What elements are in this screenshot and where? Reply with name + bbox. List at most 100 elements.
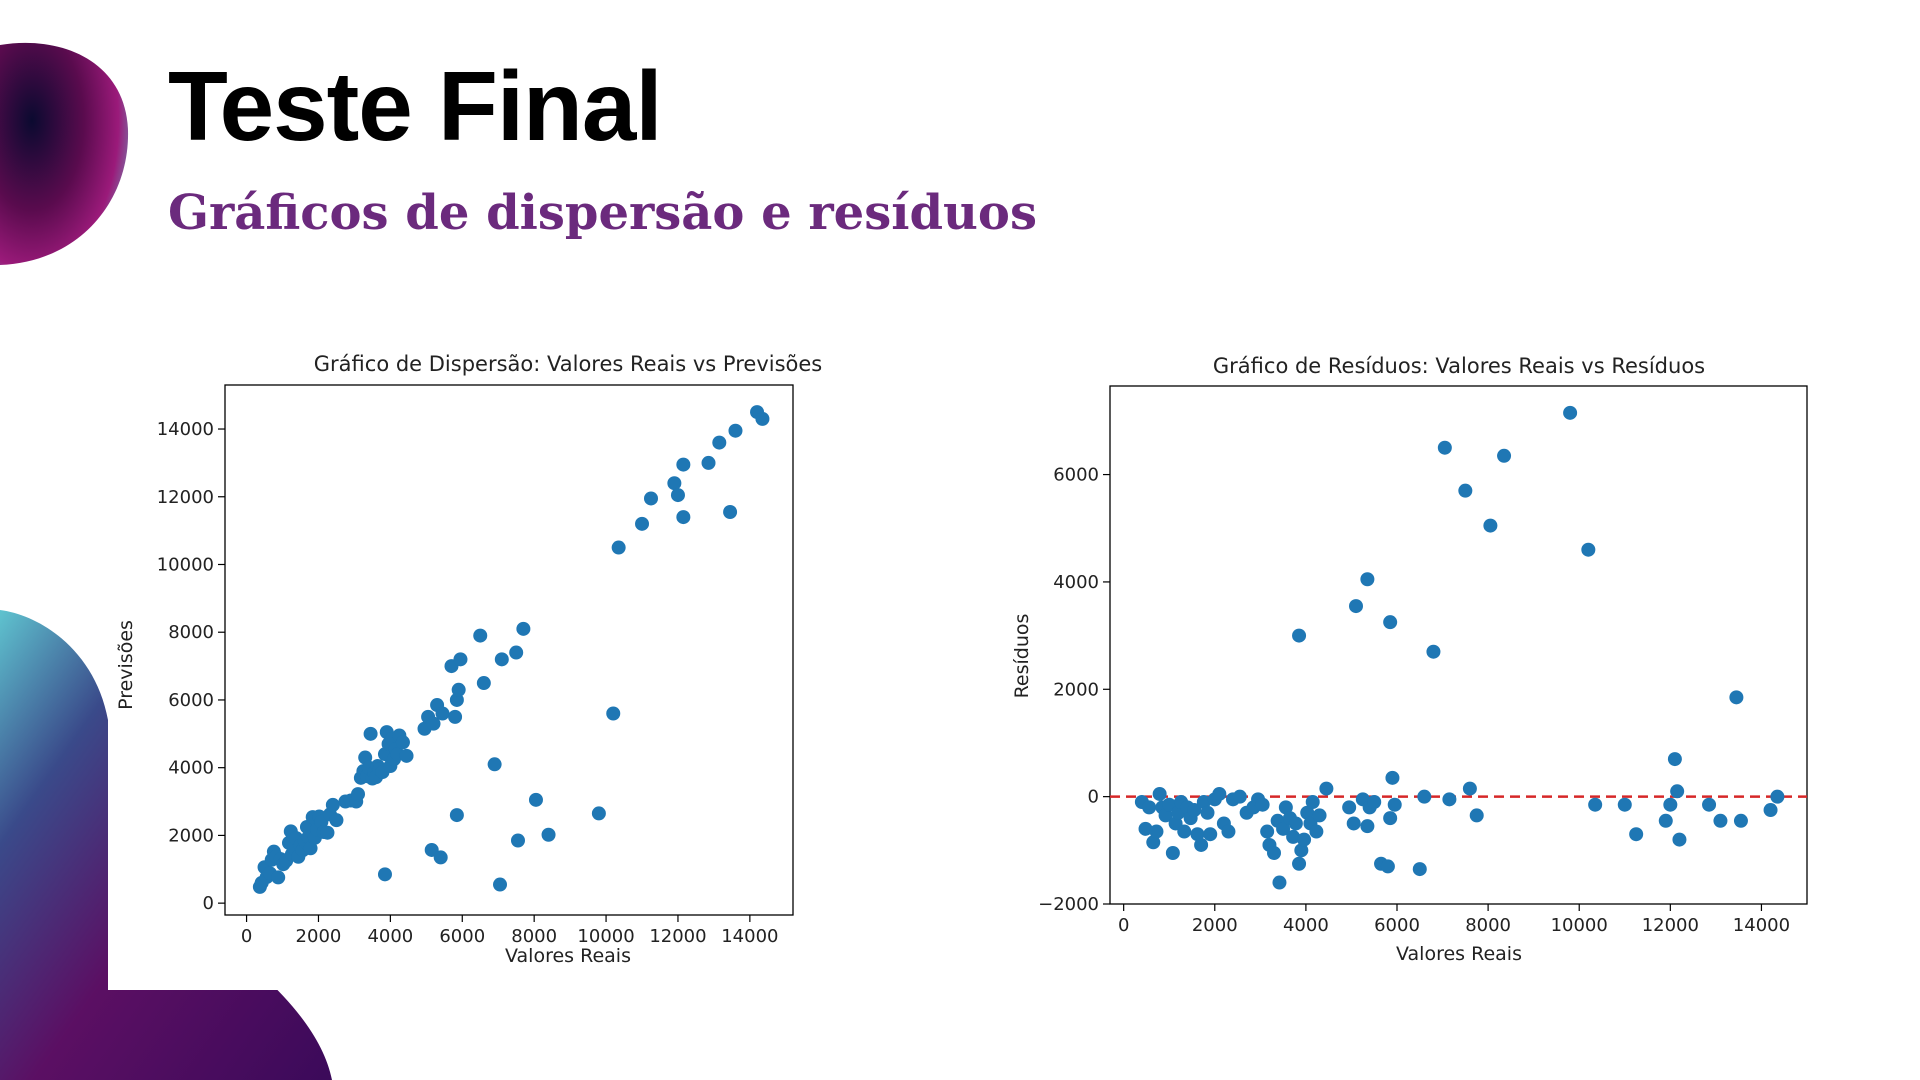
data-point	[1360, 819, 1375, 834]
data-point	[1267, 846, 1281, 861]
data-point	[1286, 829, 1301, 844]
chart-title: Gráfico de Resíduos: Valores Reais vs Re…	[1213, 354, 1705, 378]
x-tick-label: 14000	[721, 926, 778, 947]
data-point	[1417, 789, 1432, 804]
data-point	[1469, 808, 1484, 823]
scatter-chart-predictions: Gráfico de Dispersão: Valores Reais vs P…	[108, 340, 948, 990]
data-point	[1152, 786, 1167, 801]
data-point	[728, 423, 743, 438]
decorative-blob-top	[0, 42, 129, 266]
data-point	[1385, 770, 1400, 785]
data-point	[1729, 690, 1744, 705]
data-point	[516, 621, 531, 636]
data-point	[1158, 808, 1173, 823]
y-tick-label: 4000	[168, 758, 214, 779]
data-point	[1292, 856, 1307, 871]
x-tick-label: 4000	[1283, 915, 1329, 936]
data-point	[1563, 405, 1578, 420]
data-point	[1312, 808, 1327, 823]
y-axis-label: Previsões	[115, 620, 137, 710]
data-point	[271, 870, 286, 885]
y-tick-label: 6000	[168, 690, 214, 711]
data-point	[1190, 827, 1205, 842]
data-point	[670, 488, 685, 503]
data-point	[1278, 800, 1293, 815]
data-point	[1255, 797, 1270, 812]
data-point	[395, 735, 410, 750]
data-point	[1288, 816, 1303, 831]
data-point	[1349, 599, 1363, 614]
data-point	[493, 877, 508, 892]
data-point	[1733, 813, 1748, 828]
data-point	[320, 825, 335, 840]
data-point	[1581, 542, 1596, 557]
plot-frame	[224, 384, 794, 916]
data-point	[1426, 644, 1441, 659]
y-tick-label: −2000	[1038, 894, 1099, 915]
data-point	[1138, 821, 1153, 836]
data-point	[635, 516, 650, 531]
data-point	[1483, 518, 1498, 533]
data-point	[1770, 789, 1785, 804]
x-tick-label: 4000	[367, 926, 413, 947]
plot-frame	[1109, 385, 1808, 905]
data-point	[1196, 795, 1211, 810]
data-point	[1437, 440, 1452, 455]
data-point	[1442, 792, 1457, 807]
data-point	[1360, 572, 1375, 587]
data-point	[1670, 784, 1685, 799]
y-tick-label: 0	[1088, 787, 1099, 808]
data-point	[1663, 797, 1678, 812]
data-point	[449, 808, 464, 823]
data-point	[453, 652, 468, 667]
data-point	[1194, 837, 1209, 852]
slide-title: Teste Final	[168, 51, 663, 161]
data-point	[644, 491, 658, 506]
data-point	[1212, 786, 1227, 801]
y-tick-label: 12000	[157, 487, 214, 508]
data-point	[1272, 875, 1287, 890]
x-tick-label: 6000	[439, 926, 485, 947]
data-point	[611, 540, 626, 555]
data-point	[487, 757, 502, 772]
x-tick-label: 8000	[511, 926, 557, 947]
y-tick-label: 2000	[168, 825, 214, 846]
data-point	[701, 455, 716, 470]
x-tick-label: 12000	[1642, 915, 1699, 936]
data-point	[433, 850, 448, 865]
data-point	[399, 748, 414, 763]
residual-chart-svg: Gráfico de Resíduos: Valores Reais vs Re…	[1011, 354, 1808, 965]
data-point	[1702, 797, 1717, 812]
data-point	[1458, 483, 1473, 498]
data-point	[1200, 805, 1215, 820]
data-point	[1260, 824, 1275, 839]
x-axis-label: Valores Reais	[1396, 943, 1522, 965]
data-point	[1588, 797, 1603, 812]
data-point	[1319, 781, 1334, 796]
data-point	[1203, 827, 1218, 842]
x-tick-label: 2000	[296, 926, 342, 947]
scatter-chart-predictions-svg: Gráfico de Dispersão: Valores Reais vs P…	[115, 352, 822, 967]
data-point	[528, 792, 543, 807]
x-tick-label: 14000	[1733, 915, 1790, 936]
data-point	[494, 652, 509, 667]
data-point	[1297, 832, 1312, 847]
data-point	[1346, 816, 1361, 831]
data-point	[1629, 827, 1644, 842]
data-point	[1672, 832, 1687, 847]
data-point	[509, 645, 524, 660]
data-point	[606, 706, 621, 721]
data-point	[448, 709, 463, 724]
y-tick-label: 4000	[1053, 572, 1099, 593]
data-point	[510, 833, 525, 848]
data-point	[591, 806, 606, 821]
data-point	[1383, 615, 1398, 630]
data-point	[1232, 789, 1247, 804]
decorative-blob-bottom	[0, 610, 332, 1080]
data-point	[1309, 824, 1324, 839]
x-tick-label: 8000	[1465, 915, 1511, 936]
data-point	[1294, 843, 1309, 858]
residual-chart: Gráfico de Resíduos: Valores Reais vs Re…	[1000, 340, 1840, 990]
y-axis-label: Resíduos	[1011, 614, 1033, 699]
data-point	[1177, 824, 1192, 839]
